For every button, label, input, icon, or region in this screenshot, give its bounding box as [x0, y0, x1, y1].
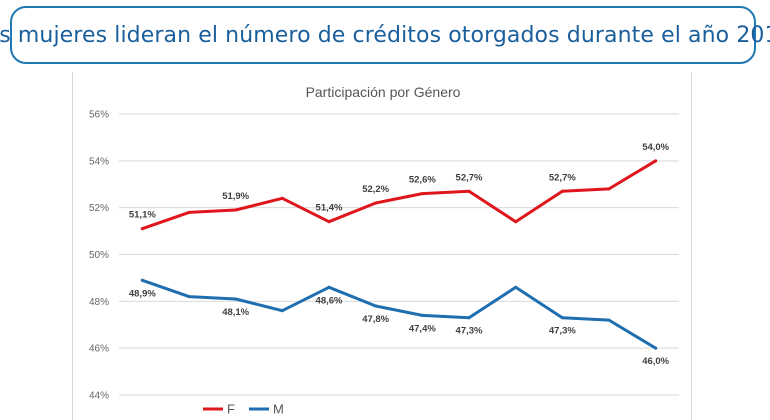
data-point-m — [467, 316, 471, 320]
data-point-f — [280, 196, 284, 200]
data-point-f — [140, 227, 144, 231]
legend-label-f: F — [227, 402, 235, 417]
data-point-f — [654, 159, 658, 163]
data-label-f: 51,9% — [222, 191, 249, 202]
chart-area: Participación por Género 44% 46% 48% 50% 52%… — [72, 72, 692, 420]
data-point-f — [420, 192, 424, 196]
data-point-f — [560, 189, 564, 193]
data-point-m — [187, 295, 191, 299]
data-point-m — [560, 316, 564, 320]
headline-title: Las mujeres lideran el número de crédito… — [0, 22, 770, 48]
y-tick-label: 50% — [89, 250, 109, 261]
data-point-f — [467, 189, 471, 193]
data-point-m — [280, 309, 284, 313]
y-tick-label: 54% — [89, 156, 109, 167]
chart-title: Participación por Género — [306, 84, 461, 100]
data-point-m — [420, 313, 424, 317]
y-tick-label: 52% — [89, 203, 109, 214]
data-label-m: 48,9% — [129, 288, 156, 299]
data-point-m — [327, 285, 331, 289]
data-point-m — [514, 285, 518, 289]
y-tick-label: 56% — [89, 110, 109, 121]
data-label-m: 47,4% — [409, 323, 436, 334]
y-tick-label: 48% — [89, 297, 109, 308]
data-label-f: 52,2% — [362, 184, 389, 195]
series-line-m — [140, 278, 658, 350]
data-point-f — [327, 220, 331, 224]
series-line-f — [140, 159, 658, 231]
data-point-f — [607, 187, 611, 191]
data-point-m — [607, 318, 611, 322]
data-label-f: 52,6% — [409, 175, 436, 186]
legend-label-m: M — [273, 402, 284, 417]
data-label-m: 48,6% — [316, 295, 343, 306]
data-label-m: 47,3% — [549, 326, 576, 337]
data-point-m — [234, 297, 238, 301]
data-point-f — [234, 208, 238, 212]
data-label-m: 47,8% — [362, 314, 389, 325]
y-tick-label: 44% — [89, 391, 109, 402]
data-label-f: 51,4% — [316, 203, 343, 214]
data-label-f: 52,7% — [549, 172, 576, 183]
data-point-m — [140, 278, 144, 282]
data-point-f — [187, 210, 191, 214]
data-label-f: 51,1% — [129, 210, 156, 221]
data-label-m: 47,3% — [456, 326, 483, 337]
data-label-f: 52,7% — [456, 172, 483, 183]
data-label-f: 54,0% — [642, 142, 669, 153]
y-tick-label: 46% — [89, 344, 109, 355]
data-point-m — [374, 304, 378, 308]
data-point-f — [514, 220, 518, 224]
line-chart: Participación por Género 44% 46% 48% 50% 52%… — [89, 84, 679, 417]
data-label-m: 48,1% — [222, 307, 249, 318]
headline-banner: Las mujeres lideran el número de crédito… — [0, 6, 770, 64]
data-point-m — [654, 346, 658, 350]
data-label-m: 46,0% — [642, 356, 669, 367]
data-point-f — [374, 201, 378, 205]
